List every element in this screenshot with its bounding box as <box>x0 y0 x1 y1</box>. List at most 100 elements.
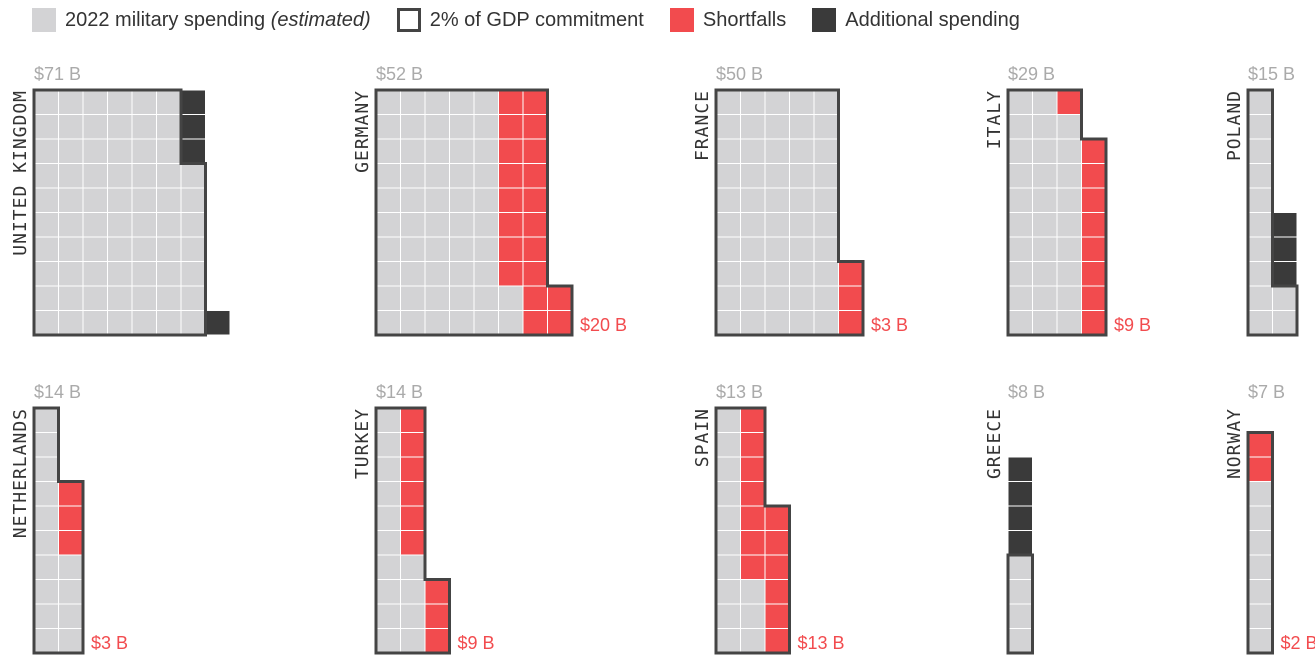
commitment-outline <box>1246 431 1274 655</box>
shortfall-square <box>400 456 426 482</box>
shortfall-square <box>1056 89 1082 115</box>
spending-square <box>1247 114 1273 140</box>
spending-square <box>107 138 133 164</box>
spending-square <box>180 187 206 213</box>
spending-square <box>107 212 133 238</box>
additional-square <box>1272 212 1298 238</box>
shortfall-square <box>740 530 766 556</box>
spending-square <box>449 114 475 140</box>
shortfall-label: $9 B <box>458 633 495 653</box>
spending-square <box>1007 603 1033 629</box>
additional-square <box>180 114 206 140</box>
spending-square <box>400 212 426 238</box>
spending-square <box>764 163 790 189</box>
spending-square <box>375 212 401 238</box>
spending-square <box>473 310 499 336</box>
spending-square <box>33 505 59 531</box>
spending-square <box>400 310 426 336</box>
spending-square <box>715 138 741 164</box>
spending-square <box>813 236 839 262</box>
spending-square <box>424 285 450 311</box>
spending-square <box>375 310 401 336</box>
spending-square <box>813 138 839 164</box>
spending-square <box>58 628 84 654</box>
spending-square <box>498 285 524 311</box>
spending-square <box>58 310 84 336</box>
spending-square <box>740 285 766 311</box>
shortfall-square <box>764 628 790 654</box>
country-name: TURKEY <box>352 408 373 479</box>
spending-square <box>1272 285 1298 311</box>
spending-square <box>473 114 499 140</box>
spending-square <box>715 407 741 433</box>
shortfall-square <box>522 138 548 164</box>
spending-square <box>375 579 401 605</box>
spending-square <box>715 285 741 311</box>
spending-square <box>107 285 133 311</box>
legend-swatch-shortfall <box>669 8 694 32</box>
shortfall-square <box>1247 432 1273 458</box>
shortfall-square <box>764 603 790 629</box>
spending-square <box>156 261 182 287</box>
spending-square <box>449 285 475 311</box>
spending-square <box>156 114 182 140</box>
spending-square <box>33 628 59 654</box>
spending-square <box>375 628 401 654</box>
spending-square <box>58 261 84 287</box>
spending-square <box>813 261 839 287</box>
shortfall-square <box>764 530 790 556</box>
spending-square <box>1247 236 1273 262</box>
spending-square <box>1056 236 1082 262</box>
shortfall-square <box>58 530 84 556</box>
spending-square <box>58 114 84 140</box>
shortfall-square <box>424 579 450 605</box>
spending-square <box>33 163 59 189</box>
spending-square <box>375 554 401 580</box>
spending-square <box>1032 114 1058 140</box>
total-label: $7 B <box>1248 382 1285 402</box>
spending-square <box>82 261 108 287</box>
spending-square <box>740 236 766 262</box>
shortfall-square <box>838 310 864 336</box>
spending-square <box>764 310 790 336</box>
spending-square <box>107 163 133 189</box>
spending-square <box>715 579 741 605</box>
legend-label-shortfall: Shortfalls <box>702 8 787 31</box>
legend-item-additional: Additional spending <box>812 8 1020 32</box>
total-label: $14 B <box>376 382 423 402</box>
total-label: $13 B <box>716 382 763 402</box>
spending-square <box>33 554 59 580</box>
shortfall-square <box>522 212 548 238</box>
spending-square <box>764 212 790 238</box>
spending-square <box>131 212 157 238</box>
shortfall-square <box>1081 138 1107 164</box>
country-name: NORWAY <box>1224 408 1245 479</box>
shortfall-square <box>838 261 864 287</box>
additional-square <box>205 310 231 336</box>
spending-square <box>764 285 790 311</box>
shortfall-square <box>740 554 766 580</box>
shortfall-square <box>400 407 426 433</box>
spending-square <box>424 138 450 164</box>
spending-square <box>400 114 426 140</box>
shortfall-square <box>424 628 450 654</box>
spending-square <box>156 236 182 262</box>
spending-square <box>813 285 839 311</box>
shortfall-square <box>1081 310 1107 336</box>
spending-square <box>375 89 401 115</box>
spending-square <box>33 89 59 115</box>
spending-square <box>1247 138 1273 164</box>
spending-square <box>449 187 475 213</box>
spending-square <box>813 310 839 336</box>
spending-square <box>449 89 475 115</box>
spending-square <box>1056 261 1082 287</box>
spending-square <box>375 261 401 287</box>
spending-square <box>180 163 206 189</box>
spending-square <box>107 310 133 336</box>
shortfall-label: $13 B <box>798 633 845 653</box>
spending-square <box>33 138 59 164</box>
shortfall-square <box>764 554 790 580</box>
spending-square <box>740 628 766 654</box>
